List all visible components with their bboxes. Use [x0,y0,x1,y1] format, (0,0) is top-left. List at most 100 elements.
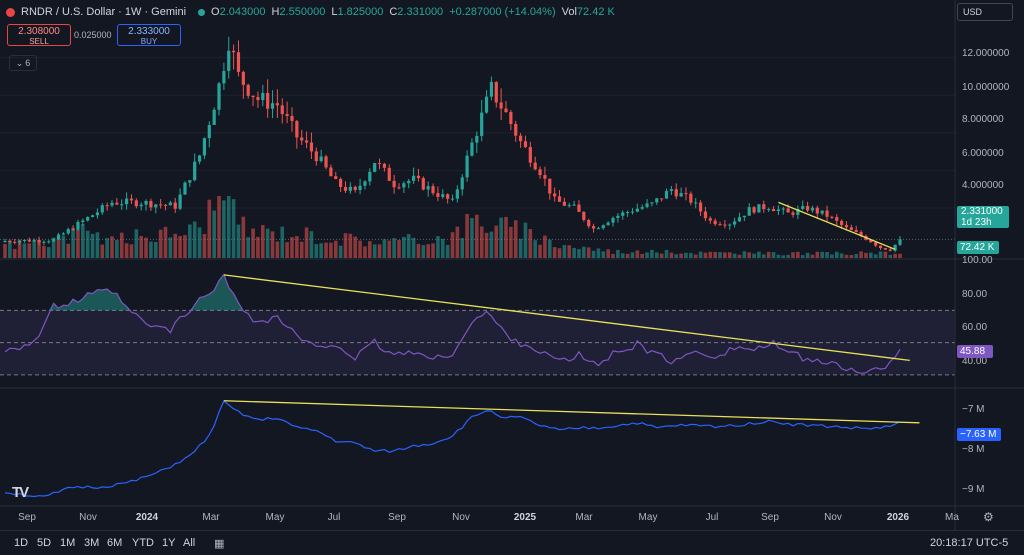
volume-bar [898,253,902,258]
volume-bar [153,241,158,258]
volume-bar [455,226,460,258]
candle-body [285,114,289,116]
volume-bar [431,243,435,258]
volume-bar [207,199,212,258]
candle-body [650,202,654,204]
time-tick: May [638,512,658,523]
candle-body [261,92,265,101]
volume-bar [825,252,829,258]
volume-bar [42,245,46,258]
chart-canvas[interactable] [0,0,1024,530]
buy-label: BUY [140,37,158,46]
clock[interactable]: 20:18:17 UTC-5 [930,537,1009,549]
volume-bar [776,254,781,258]
volume-bar [509,226,513,258]
candle-body [163,204,168,206]
candle-body [197,155,202,162]
sell-button[interactable]: 2.308000 SELL [7,24,71,46]
volume-bar [499,217,503,258]
range-1m-button[interactable]: 1M [60,537,76,549]
candle-body [52,239,56,242]
range-1d-button[interactable]: 1D [14,537,29,549]
sell-label: SELL [29,37,49,46]
range-5d-button[interactable]: 5D [37,537,52,549]
candle-body [830,216,834,218]
candle-body [878,245,883,249]
candle-body [217,83,221,110]
candle-body [523,141,528,148]
candle-body [543,175,547,179]
time-tick: Nov [824,512,842,523]
candle-body [309,142,314,152]
candle-body [820,210,824,214]
volume-bar [864,252,868,258]
buy-button[interactable]: 2.333000 BUY [117,24,181,46]
candle-body [416,175,421,179]
gear-icon[interactable]: ⚙ [983,510,994,524]
volume-bar [368,241,372,258]
obv-line [4,400,901,498]
candle-body [125,198,129,205]
open-value: 2.043000 [219,6,266,18]
buy-price: 2.333000 [128,26,170,37]
volume-bar [762,254,766,258]
candle-body [518,135,523,142]
price-trendline [778,201,896,250]
volume-bar [616,249,620,258]
volume-bar [771,252,776,258]
symbol-title[interactable]: RNDR / U.S. Dollar · 1W · Gemini [21,6,187,18]
candle-body [377,163,382,165]
volume-bar [723,252,727,258]
volume-bar [747,252,752,258]
volume-bar [115,239,119,258]
candle-body [533,162,537,170]
range-all-button[interactable]: All [183,537,196,549]
candle-body [368,171,372,182]
candle-body [898,239,902,245]
volume-bar [158,229,163,258]
volume-bar [192,221,197,258]
volume-bar [839,253,844,258]
time-tick: Jul [327,512,341,523]
calendar-icon[interactable]: ▦ [214,538,225,550]
candle-body [90,215,95,218]
volume-bar [256,236,260,258]
volume-bar [674,254,679,258]
candle-body [173,202,177,209]
volume-bar [611,253,615,258]
volume-bar [684,252,688,258]
volume-bar [650,249,654,258]
candle-body [382,163,387,168]
volume-bar [280,226,285,258]
volume-bar [440,238,445,258]
candle-body [762,204,766,210]
range-6m-button[interactable]: 6M [107,537,123,549]
candle-body [728,224,732,226]
candle-body [460,177,464,190]
volume-bar [236,224,241,258]
last-price-tag: 2.331000 1d 23h [957,206,1009,228]
rsi-axis-tick: 40.00 [962,356,988,367]
tradingview-logo[interactable]: TV [12,484,29,501]
volume-bar [212,210,216,258]
candle-body [630,211,635,213]
trendlines[interactable] [223,201,920,424]
candle-body [752,207,756,213]
candle-body [280,105,284,115]
price-axis-tick: 6.000000 [962,148,1004,159]
range-1y-button[interactable]: 1Y [162,537,176,549]
volume-bar [606,249,610,258]
range-3m-button[interactable]: 3M [84,537,100,549]
range-ytd-button[interactable]: YTD [132,537,154,549]
volume-bar [95,232,100,258]
volume-bar [582,246,586,258]
volume-bar [489,231,494,258]
sell-price: 2.308000 [18,26,60,37]
volume-bar [830,254,834,258]
volume-bar [217,196,221,258]
volume-bar [110,236,114,258]
candle-body [455,189,459,199]
currency-select[interactable]: USD [957,3,1013,21]
candle-body [426,186,430,190]
indicators-collapse-button[interactable]: ⌄ 6 [9,55,37,71]
